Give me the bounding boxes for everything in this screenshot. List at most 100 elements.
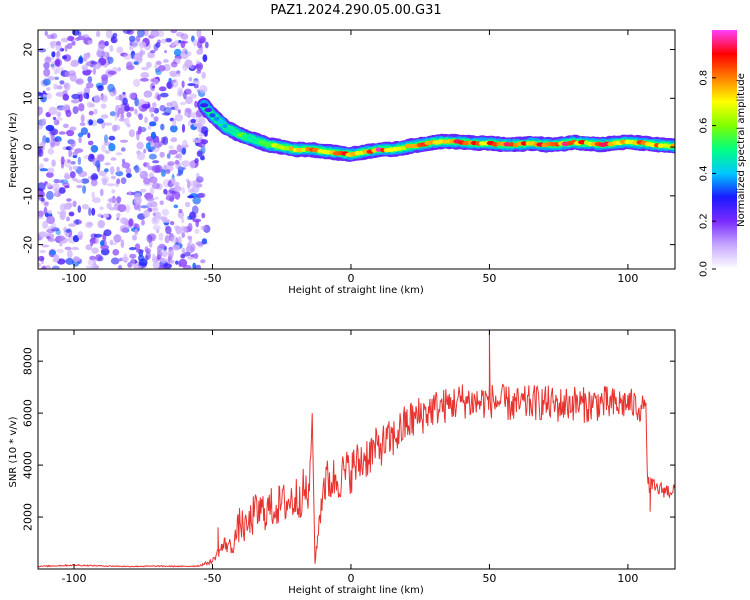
noise-blob <box>44 56 52 64</box>
noise-blob <box>199 37 205 44</box>
noise-blob <box>181 232 185 238</box>
noise-blob <box>91 61 98 65</box>
noise-blob <box>104 40 109 47</box>
noise-blob <box>143 30 149 37</box>
ridge-cell <box>508 142 515 147</box>
noise-blob <box>177 166 184 174</box>
noise-blob <box>139 50 144 57</box>
noise-blob <box>100 175 110 183</box>
noise-blob <box>92 67 96 75</box>
noise-blob <box>201 71 206 79</box>
noise-blob <box>157 250 163 258</box>
noise-blob <box>56 258 66 265</box>
noise-blob <box>76 184 83 189</box>
noise-blob <box>129 253 137 259</box>
noise-blob <box>71 93 81 100</box>
ridge-cell <box>204 107 213 113</box>
noise-blob <box>150 30 160 38</box>
noise-blob <box>158 86 167 92</box>
colorbar-tick-label: 0.6 <box>699 118 710 134</box>
spectrogram-y-axis-label: Frequency (Hz) <box>8 112 19 188</box>
noise-blob <box>161 250 168 258</box>
noise-blob <box>182 48 188 55</box>
noise-blob <box>145 197 155 202</box>
noise-blob <box>198 133 205 137</box>
noise-blob <box>174 186 183 192</box>
noise-blob <box>78 171 88 178</box>
noise-blob <box>78 136 82 144</box>
noise-blob <box>120 177 127 185</box>
noise-blob <box>139 77 149 82</box>
noise-blob <box>153 142 159 148</box>
noise-blob <box>124 117 130 126</box>
x-tick-label: -100 <box>62 572 87 585</box>
noise-blob <box>143 209 150 218</box>
noise-blob <box>187 235 193 240</box>
noise-blob <box>200 139 209 145</box>
noise-blob <box>46 92 52 100</box>
noise-blob <box>133 78 141 88</box>
noise-blob <box>138 258 148 267</box>
noise-blob <box>47 148 55 155</box>
noise-blob <box>122 30 132 34</box>
noise-blob <box>134 108 138 115</box>
noise-blob <box>161 136 166 144</box>
noise-blob <box>48 106 58 116</box>
noise-blob <box>86 101 93 108</box>
noise-blob <box>66 216 70 222</box>
noise-blob <box>181 123 186 133</box>
noise-blob <box>169 259 175 264</box>
noise-blob <box>138 113 144 121</box>
noise-blob <box>87 259 95 266</box>
snr-y-axis-label: SNR (10 * v/v) <box>8 416 19 487</box>
noise-blob <box>77 56 84 64</box>
noise-blob <box>117 67 121 72</box>
noise-blob <box>77 31 82 37</box>
noise-blob <box>147 51 155 59</box>
noise-blob <box>64 174 71 180</box>
noise-blob <box>191 205 199 215</box>
noise-blob <box>58 131 66 135</box>
noise-blob <box>149 121 157 127</box>
noise-blob <box>91 197 101 204</box>
noise-blob <box>192 218 202 223</box>
noise-blob <box>72 235 80 243</box>
noise-blob <box>44 30 48 36</box>
noise-blob <box>113 234 122 243</box>
noise-blob <box>128 92 136 100</box>
noise-blob <box>97 44 106 49</box>
x-tick-label: -50 <box>203 272 221 285</box>
noise-blob <box>189 160 196 169</box>
noise-blob <box>184 59 193 68</box>
y-tick-label: 6000 <box>22 399 35 427</box>
noise-blob <box>40 197 45 202</box>
noise-blob <box>173 204 179 209</box>
noise-blob <box>133 61 139 65</box>
noise-blob <box>45 137 50 144</box>
noise-blob <box>53 83 58 90</box>
y-tick-label: 20 <box>22 43 35 57</box>
x-tick-label: 50 <box>482 572 496 585</box>
noise-blob <box>42 78 51 86</box>
noise-blob <box>117 204 127 213</box>
noise-blob <box>176 70 181 75</box>
noise-blob <box>200 259 206 264</box>
noise-blob <box>79 122 86 126</box>
ridge-cell <box>213 116 220 122</box>
noise-blob <box>52 116 57 120</box>
noise-blob <box>186 51 192 57</box>
noise-blob <box>95 254 103 262</box>
noise-blob <box>187 242 192 249</box>
noise-blob <box>38 146 42 155</box>
noise-blob <box>98 170 107 177</box>
noise-blob <box>196 49 204 55</box>
y-tick-label: 2000 <box>22 503 35 531</box>
noise-blob <box>87 76 93 83</box>
noise-blob <box>95 237 99 244</box>
noise-blob <box>46 167 55 174</box>
noise-blob <box>137 125 142 135</box>
noise-blob <box>108 197 118 204</box>
noise-blob <box>183 91 187 100</box>
noise-blob <box>118 118 126 122</box>
spectrogram-content <box>38 30 675 269</box>
